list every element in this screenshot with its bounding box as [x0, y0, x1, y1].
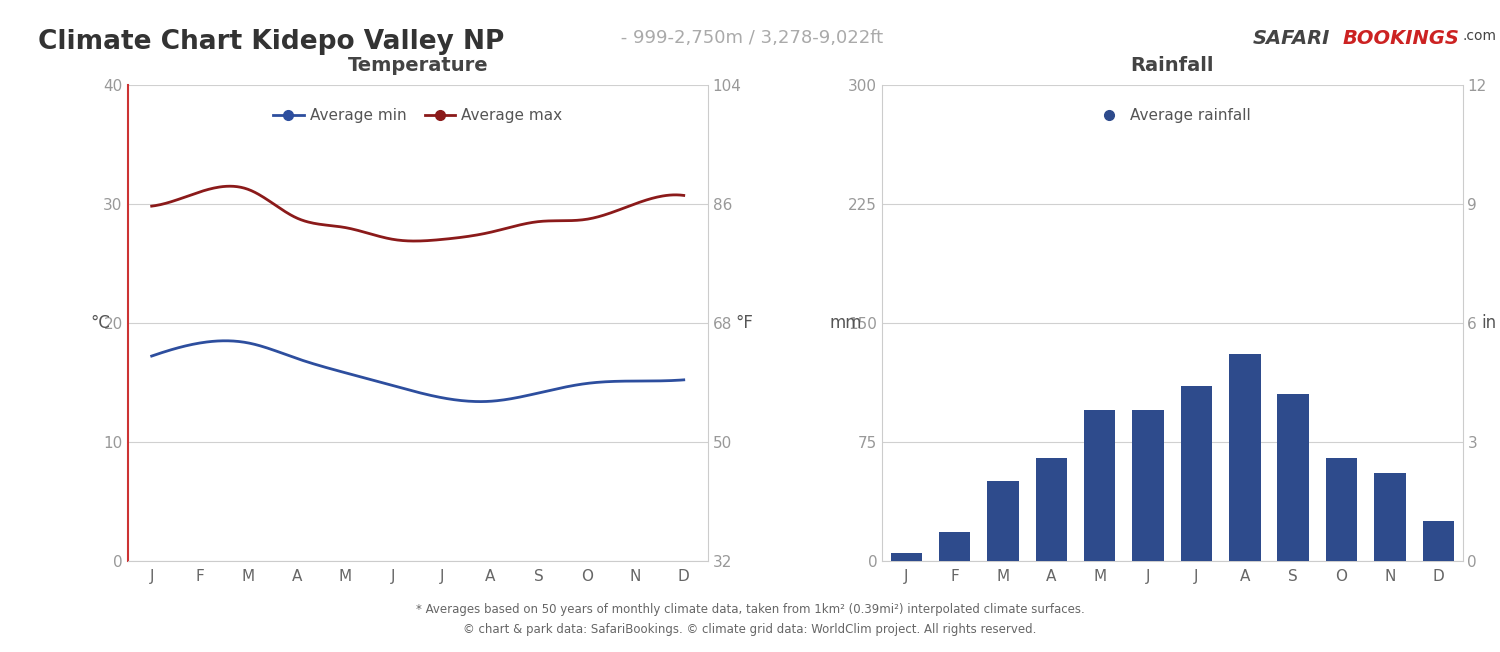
Bar — [1278, 394, 1310, 561]
Bar — [1084, 410, 1116, 561]
Y-axis label: °F: °F — [735, 314, 753, 332]
Text: BOOKINGS: BOOKINGS — [1342, 29, 1460, 48]
Title: Rainfall: Rainfall — [1131, 56, 1214, 75]
Bar — [1035, 458, 1066, 561]
Bar — [1132, 410, 1164, 561]
Legend: Average min, Average max: Average min, Average max — [267, 102, 568, 129]
Text: SafariBookings: SafariBookings — [1200, 29, 1210, 31]
Bar — [939, 532, 970, 561]
Legend: Average rainfall: Average rainfall — [1088, 102, 1257, 129]
Text: Climate Chart Kidepo Valley NP: Climate Chart Kidepo Valley NP — [38, 29, 504, 55]
Bar — [1422, 521, 1454, 561]
Y-axis label: °C: °C — [90, 314, 111, 332]
Text: SAFARI: SAFARI — [1252, 29, 1330, 48]
Bar — [1228, 355, 1260, 561]
Bar — [1180, 386, 1212, 561]
Bar — [891, 553, 922, 561]
Bar — [1326, 458, 1358, 561]
Text: .com: .com — [1462, 29, 1497, 43]
Y-axis label: mm: mm — [830, 314, 861, 332]
Title: Temperature: Temperature — [348, 56, 488, 75]
Bar — [1374, 473, 1406, 561]
Bar — [987, 481, 1018, 561]
Text: © chart & park data: SafariBookings. © climate grid data: WorldClim project. All: © chart & park data: SafariBookings. © c… — [464, 623, 1036, 636]
Text: - 999-2,750m / 3,278-9,022ft: - 999-2,750m / 3,278-9,022ft — [615, 29, 884, 48]
Y-axis label: in: in — [1482, 314, 1497, 332]
Text: * Averages based on 50 years of monthly climate data, taken from 1km² (0.39mi²) : * Averages based on 50 years of monthly … — [416, 603, 1084, 616]
